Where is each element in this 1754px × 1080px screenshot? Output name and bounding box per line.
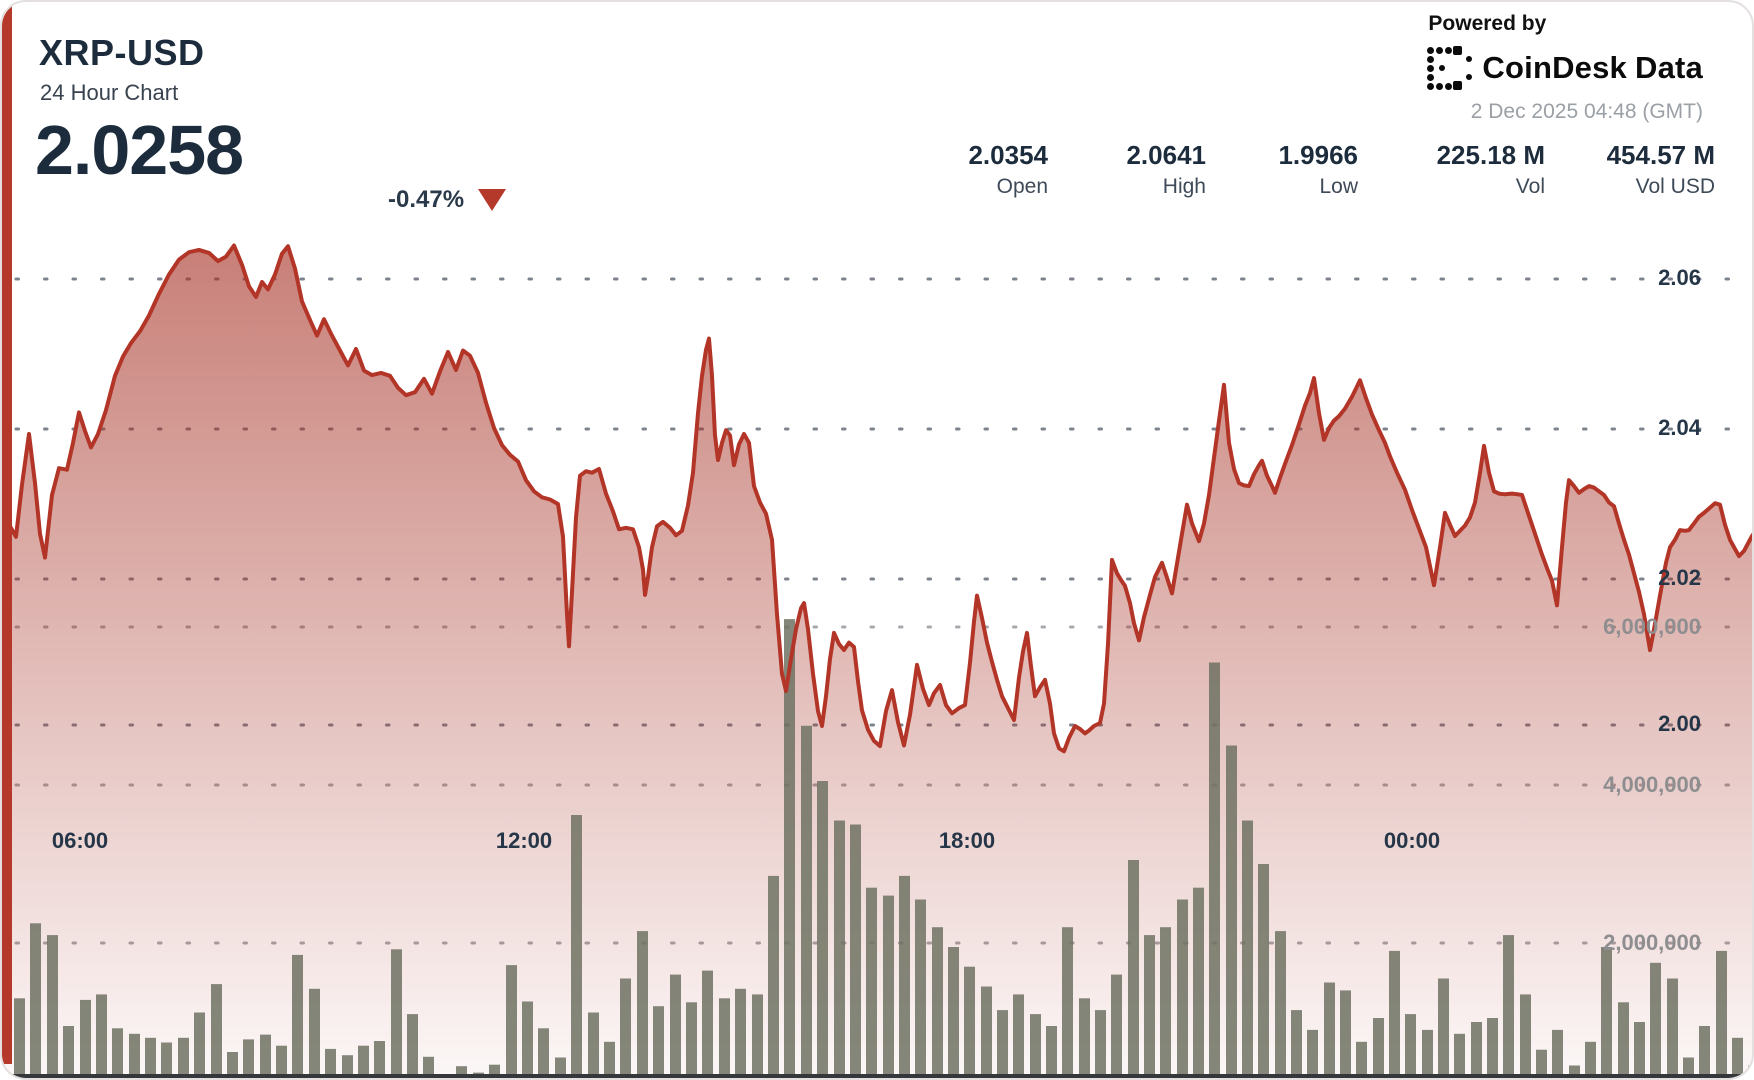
time-tick-label: 06:00 <box>51 828 109 853</box>
stat-volume-usd: 454.57 M Vol USD <box>1545 140 1715 199</box>
last-price: 2.0258 <box>35 111 244 189</box>
stat-volume: 225.18 M Vol <box>1375 140 1545 199</box>
chart-range-subtitle: 24 Hour Chart <box>40 80 179 105</box>
stat-low: 1.9966 Low <box>1188 140 1358 199</box>
coindesk-logo[interactable]: CoinDesk Data <box>1426 46 1703 90</box>
stat-value: 2.0641 <box>1126 140 1206 170</box>
powered-by-label: Powered by <box>1428 12 1547 35</box>
time-tick-label: 12:00 <box>495 828 553 853</box>
stat-value: 2.0354 <box>968 140 1048 170</box>
down-arrow-icon <box>478 189 507 211</box>
time-tick-label: 18:00 <box>938 828 996 853</box>
symbol-title: XRP-USD <box>39 32 205 73</box>
time-tick-label: 00:00 <box>1383 828 1441 853</box>
volume-tick-label: 6,000,000 <box>1603 614 1701 639</box>
price-tick-label: 2.04 <box>1658 415 1701 440</box>
price-tick-label: 2.02 <box>1658 565 1701 590</box>
coindesk-logo-icon <box>1427 46 1473 90</box>
stat-label: Vol <box>1515 175 1545 198</box>
price-tick-label: 2.06 <box>1658 265 1701 290</box>
stat-label: Vol USD <box>1635 175 1715 198</box>
stat-label: High <box>1162 175 1206 198</box>
stat-label: Low <box>1319 175 1358 198</box>
volume-tick-label: 4,000,000 <box>1603 772 1701 797</box>
price-change-row: -0.47% <box>388 186 507 214</box>
volume-tick-label: 2,000,000 <box>1603 930 1701 955</box>
price-tick-label: 2.00 <box>1658 711 1701 736</box>
stat-value: 454.57 M <box>1606 140 1715 170</box>
stat-high: 2.0641 High <box>1036 140 1206 199</box>
left-accent-bar <box>2 2 12 1064</box>
stat-label: Open <box>996 175 1048 198</box>
stat-value: 1.9966 <box>1278 140 1358 170</box>
stat-open: 2.0354 Open <box>878 140 1048 199</box>
coindesk-logo-text: CoinDesk Data <box>1482 50 1703 85</box>
branding-block: Powered by CoinDesk Data 2 Dec 2025 04:48… <box>1426 12 1703 124</box>
stat-value: 225.18 M <box>1436 140 1545 170</box>
price-change-percent: -0.47% <box>388 186 465 213</box>
chart-timestamp: 2 Dec 2025 04:48 (GMT) <box>1470 100 1703 123</box>
